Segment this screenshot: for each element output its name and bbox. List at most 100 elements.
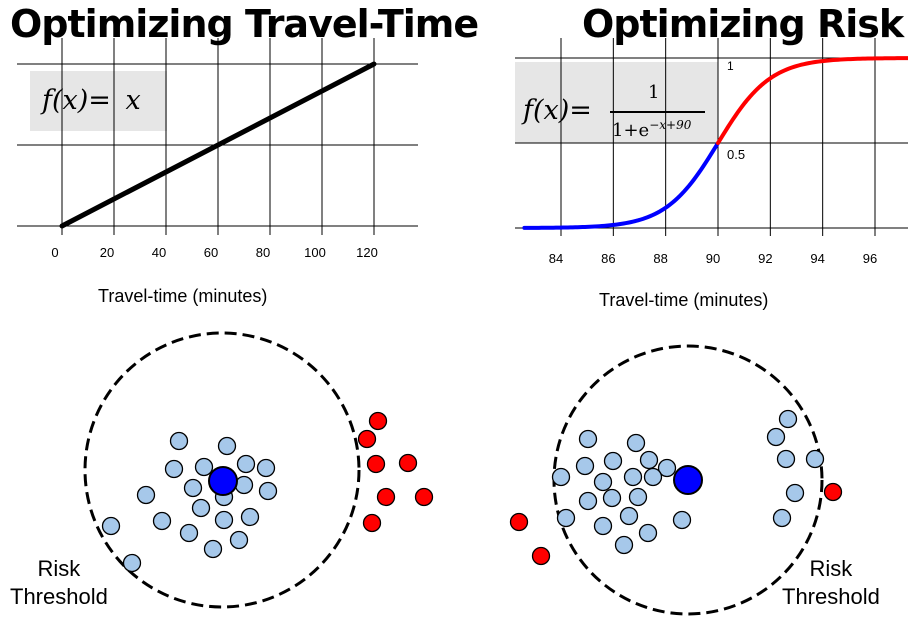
sigmoid-series-blue [522, 141, 720, 230]
candidate-point [575, 456, 595, 476]
travel-time-title: Optimizing Travel-Time [10, 2, 479, 46]
risk-title: Optimizing Risk [582, 2, 904, 46]
outlier-point [414, 487, 434, 507]
threshold-line-2: Threshold [782, 584, 880, 609]
sigmoid-formula-denominator: 1+e−x+90 [612, 118, 691, 141]
candidate-point [602, 488, 622, 508]
candidate-point [136, 485, 156, 505]
threshold-line-1: Risk [809, 556, 853, 581]
candidate-point [214, 510, 234, 530]
candidate-point [217, 436, 237, 456]
candidate-point [766, 427, 786, 447]
candidate-point [805, 449, 825, 469]
candidate-point [614, 535, 634, 555]
outlier-point [366, 454, 386, 474]
candidate-point [169, 431, 189, 451]
x-tick-label: 20 [100, 245, 114, 260]
candidate-point [638, 523, 658, 543]
candidate-point [778, 409, 798, 429]
bottom-right-cluster [509, 344, 843, 616]
candidate-point [603, 451, 623, 471]
risk-chart: 84 86 88 90 92 94 96 1 0.5 [515, 38, 908, 266]
sigmoid-fraction-bar [610, 111, 705, 113]
candidate-point [256, 458, 276, 478]
candidate-point [236, 454, 256, 474]
x-tick-label: 40 [152, 245, 166, 260]
candidate-point [619, 506, 639, 526]
threshold-line-2: Threshold [10, 584, 108, 609]
candidate-point [164, 459, 184, 479]
candidate-point [551, 467, 571, 487]
candidate-point [772, 508, 792, 528]
center-point [208, 466, 238, 496]
candidate-point [152, 511, 172, 531]
candidate-point [179, 523, 199, 543]
linear-formula: f(x)= x [42, 85, 141, 116]
candidate-point [578, 491, 598, 511]
candidate-point [623, 467, 643, 487]
candidate-point [258, 481, 278, 501]
outlier-point [509, 512, 529, 532]
candidate-point [556, 508, 576, 528]
risk-threshold-label-left: Risk Threshold [10, 555, 108, 611]
sigmoid-den-exponent: −x+90 [649, 118, 692, 132]
threshold-line-1: Risk [37, 556, 81, 581]
bottom-left-cluster [83, 331, 434, 609]
sigmoid-formula-box [515, 62, 718, 143]
candidate-point [785, 483, 805, 503]
x-tick-label: 120 [356, 245, 378, 260]
candidate-point [203, 539, 223, 559]
x-tick-label: 88 [653, 251, 667, 266]
candidate-point [628, 487, 648, 507]
linear-formula-box [30, 71, 167, 131]
candidate-point [240, 507, 260, 527]
sigmoid-den-base: 1+e [612, 120, 650, 141]
outlier-point [376, 487, 396, 507]
candidate-point [183, 478, 203, 498]
x-tick-label: 0 [51, 245, 58, 260]
candidate-point [643, 467, 663, 487]
candidate-point [593, 516, 613, 536]
linear-formula-rhs: x [125, 85, 141, 116]
candidate-point [639, 450, 659, 470]
risk-threshold-label-right: Risk Threshold [782, 555, 880, 611]
linear-formula-lhs: f(x)= [42, 85, 111, 116]
candidate-point [578, 429, 598, 449]
candidate-point [191, 498, 211, 518]
candidate-point [229, 530, 249, 550]
candidate-point [672, 510, 692, 530]
candidate-point [776, 449, 796, 469]
x-tick-label: 90 [706, 251, 720, 266]
outlier-point [398, 453, 418, 473]
x-tick-label: 86 [601, 251, 615, 266]
center-point [673, 465, 703, 495]
x-tick-label: 60 [204, 245, 218, 260]
linear-series-line [59, 61, 377, 229]
risk-axis-title: Travel-time (minutes) [599, 290, 769, 310]
candidate-point [657, 458, 677, 478]
x-tick-label: 80 [256, 245, 270, 260]
outlier-point [368, 411, 388, 431]
x-tick-label: 94 [810, 251, 824, 266]
x-tick-label: 96 [863, 251, 877, 266]
candidate-point [626, 433, 646, 453]
label-one: 1 [727, 59, 734, 73]
sigmoid-formula-lhs: f(x)= [523, 95, 592, 126]
sigmoid-formula-numerator: 1 [648, 82, 660, 103]
x-tick-label: 100 [304, 245, 326, 260]
outlier-point [823, 482, 843, 502]
candidate-point [101, 516, 121, 536]
x-tick-label: 92 [758, 251, 772, 266]
outlier-point [531, 546, 551, 566]
outlier-point [362, 513, 382, 533]
label-half: 0.5 [727, 147, 745, 162]
x-tick-label: 84 [549, 251, 563, 266]
risk-threshold-circle [83, 331, 361, 609]
travel-time-axis-title: Travel-time (minutes) [98, 286, 268, 306]
candidate-point [593, 472, 613, 492]
candidate-point [194, 457, 214, 477]
sigmoid-series-red [716, 56, 908, 145]
outlier-point [357, 429, 377, 449]
candidate-point [234, 475, 254, 495]
